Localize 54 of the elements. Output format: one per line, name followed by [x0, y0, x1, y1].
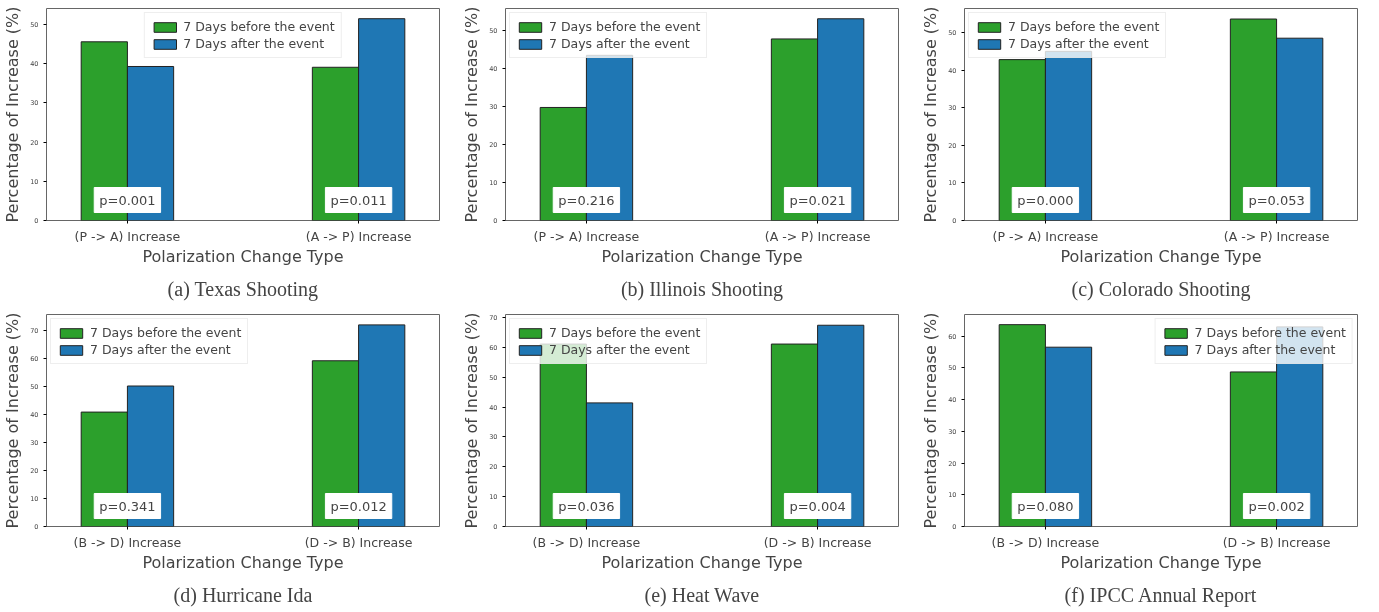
y-axis-title: Percentage of Increase (%)	[462, 6, 482, 223]
annotation: p=0.341	[99, 498, 156, 514]
x-axis-title: Polarization Change Type	[1060, 246, 1262, 266]
y-axis-title: Percentage of Increase (%)	[921, 312, 941, 529]
x-tick-label: (B -> D) Increase	[73, 534, 182, 550]
annotation: p=0.012	[330, 498, 387, 514]
annotation: p=0.216	[558, 192, 615, 208]
x-tick-label: (A -> P) Increase	[764, 228, 871, 244]
legend-label: 7 Days before the event	[183, 19, 335, 34]
text: (b) Illinois Shooting	[620, 277, 784, 301]
text: (e) Heat Wave	[644, 583, 760, 607]
text: (d) Hurricane Ida	[173, 583, 313, 607]
x-tick-label: (A -> P) Increase	[1223, 228, 1330, 244]
x-tick-label: (B -> D) Increase	[991, 534, 1100, 550]
y-axis-title: Percentage of Increase (%)	[921, 6, 941, 223]
x-tick-label: (D -> B) Increase	[763, 534, 872, 550]
x-axis-title: Polarization Change Type	[142, 552, 344, 572]
legend-label: 7 Days before the event	[549, 19, 701, 34]
annotation: p=0.053	[1248, 192, 1305, 208]
x-axis-title: Polarization Change Type	[1060, 552, 1262, 572]
x-tick-label: (A -> P) Increase	[305, 228, 412, 244]
x-tick-label: (B -> D) Increase	[532, 534, 641, 550]
x-axis-title: Polarization Change Type	[601, 552, 803, 572]
annotation: p=0.004	[789, 498, 846, 514]
legend-label: 7 Days after the event	[1008, 36, 1149, 51]
text: (f) IPCC Annual Report	[1064, 583, 1257, 607]
x-tick-label: (P -> A) Increase	[533, 228, 640, 244]
x-axis-title: Polarization Change Type	[142, 246, 344, 266]
legend-label: 7 Days after the event	[1194, 342, 1336, 357]
legend-label: 7 Days after the event	[549, 36, 690, 51]
x-tick-label: (P -> A) Increase	[74, 228, 181, 244]
annotation: p=0.036	[558, 498, 615, 514]
annotation: p=0.000	[1017, 192, 1074, 208]
annotation: p=0.001	[99, 192, 156, 208]
annotation: p=0.002	[1248, 498, 1305, 514]
x-tick-label: (P -> A) Increase	[992, 228, 1099, 244]
legend-label: 7 Days before the event	[1194, 325, 1346, 340]
y-axis-title: Percentage of Increase (%)	[3, 312, 23, 529]
legend-label: 7 Days after the event	[549, 342, 690, 357]
y-axis-title: Percentage of Increase (%)	[462, 312, 482, 529]
annotation: p=0.080	[1017, 498, 1074, 514]
legend-label: 7 Days after the event	[90, 342, 231, 357]
legend-label: 7 Days before the event	[1008, 19, 1160, 34]
legend-label: 7 Days before the event	[90, 325, 242, 340]
x-axis-title: Polarization Change Type	[601, 246, 803, 266]
legend-label: 7 Days before the event	[549, 325, 701, 340]
text: (c) Colorado Shooting	[1071, 277, 1251, 301]
text: (a) Texas Shooting	[167, 277, 319, 301]
annotation: p=0.011	[330, 192, 387, 208]
x-tick-label: (D -> B) Increase	[304, 534, 413, 550]
y-axis-title: Percentage of Increase (%)	[3, 6, 23, 223]
x-tick-label: (D -> B) Increase	[1222, 534, 1331, 550]
legend-label: 7 Days after the event	[183, 36, 325, 51]
annotation: p=0.021	[789, 192, 846, 208]
